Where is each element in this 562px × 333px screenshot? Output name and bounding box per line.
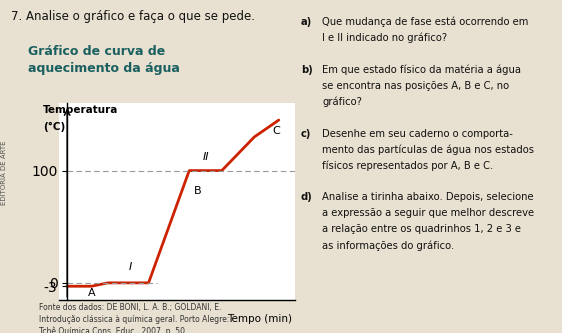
Text: b): b) (301, 65, 312, 75)
Text: se encontra nas posições A, B e C, no: se encontra nas posições A, B e C, no (322, 81, 509, 91)
Text: as informações do gráfico.: as informações do gráfico. (322, 240, 454, 251)
Text: Temperatura: Temperatura (43, 106, 118, 116)
Text: Analise a tirinha abaixo. Depois, selecione: Analise a tirinha abaixo. Depois, seleci… (322, 192, 534, 202)
Text: a expressão a seguir que melhor descreve: a expressão a seguir que melhor descreve (322, 208, 534, 218)
Text: Em que estado físico da matéria a água: Em que estado físico da matéria a água (322, 65, 521, 75)
Text: A: A (88, 288, 96, 298)
Text: Que mudança de fase está ocorrendo em: Que mudança de fase está ocorrendo em (322, 17, 528, 27)
Text: EDITORIA DE ARTE: EDITORIA DE ARTE (2, 141, 7, 205)
Text: a): a) (301, 17, 312, 27)
Text: II: II (202, 152, 209, 162)
Text: mento das partículas de água nos estados: mento das partículas de água nos estados (322, 145, 534, 155)
Text: gráfico?: gráfico? (322, 97, 362, 107)
Text: B: B (194, 186, 202, 196)
Text: C: C (272, 126, 280, 136)
Text: I: I (129, 262, 132, 272)
Text: a relação entre os quadrinhos 1, 2 e 3 e: a relação entre os quadrinhos 1, 2 e 3 e (322, 224, 521, 234)
Text: d): d) (301, 192, 312, 202)
Text: 7. Analise o gráfico e faça o que se pede.: 7. Analise o gráfico e faça o que se ped… (11, 10, 255, 23)
Text: físicos representados por A, B e C.: físicos representados por A, B e C. (322, 161, 493, 171)
Text: I e II indicado no gráfico?: I e II indicado no gráfico? (322, 33, 447, 43)
Text: c): c) (301, 129, 311, 139)
Text: Gráfico de curva de
aquecimento da água: Gráfico de curva de aquecimento da água (28, 45, 180, 75)
Text: (°C): (°C) (43, 122, 65, 133)
Text: Fonte dos dados: DE BONI, L. A. B.; GOLDANI, E.
Introdução clássica à química ge: Fonte dos dados: DE BONI, L. A. B.; GOLD… (39, 303, 230, 333)
Text: Desenhe em seu caderno o comporta-: Desenhe em seu caderno o comporta- (322, 129, 513, 139)
Text: Tempo (min): Tempo (min) (227, 314, 292, 324)
